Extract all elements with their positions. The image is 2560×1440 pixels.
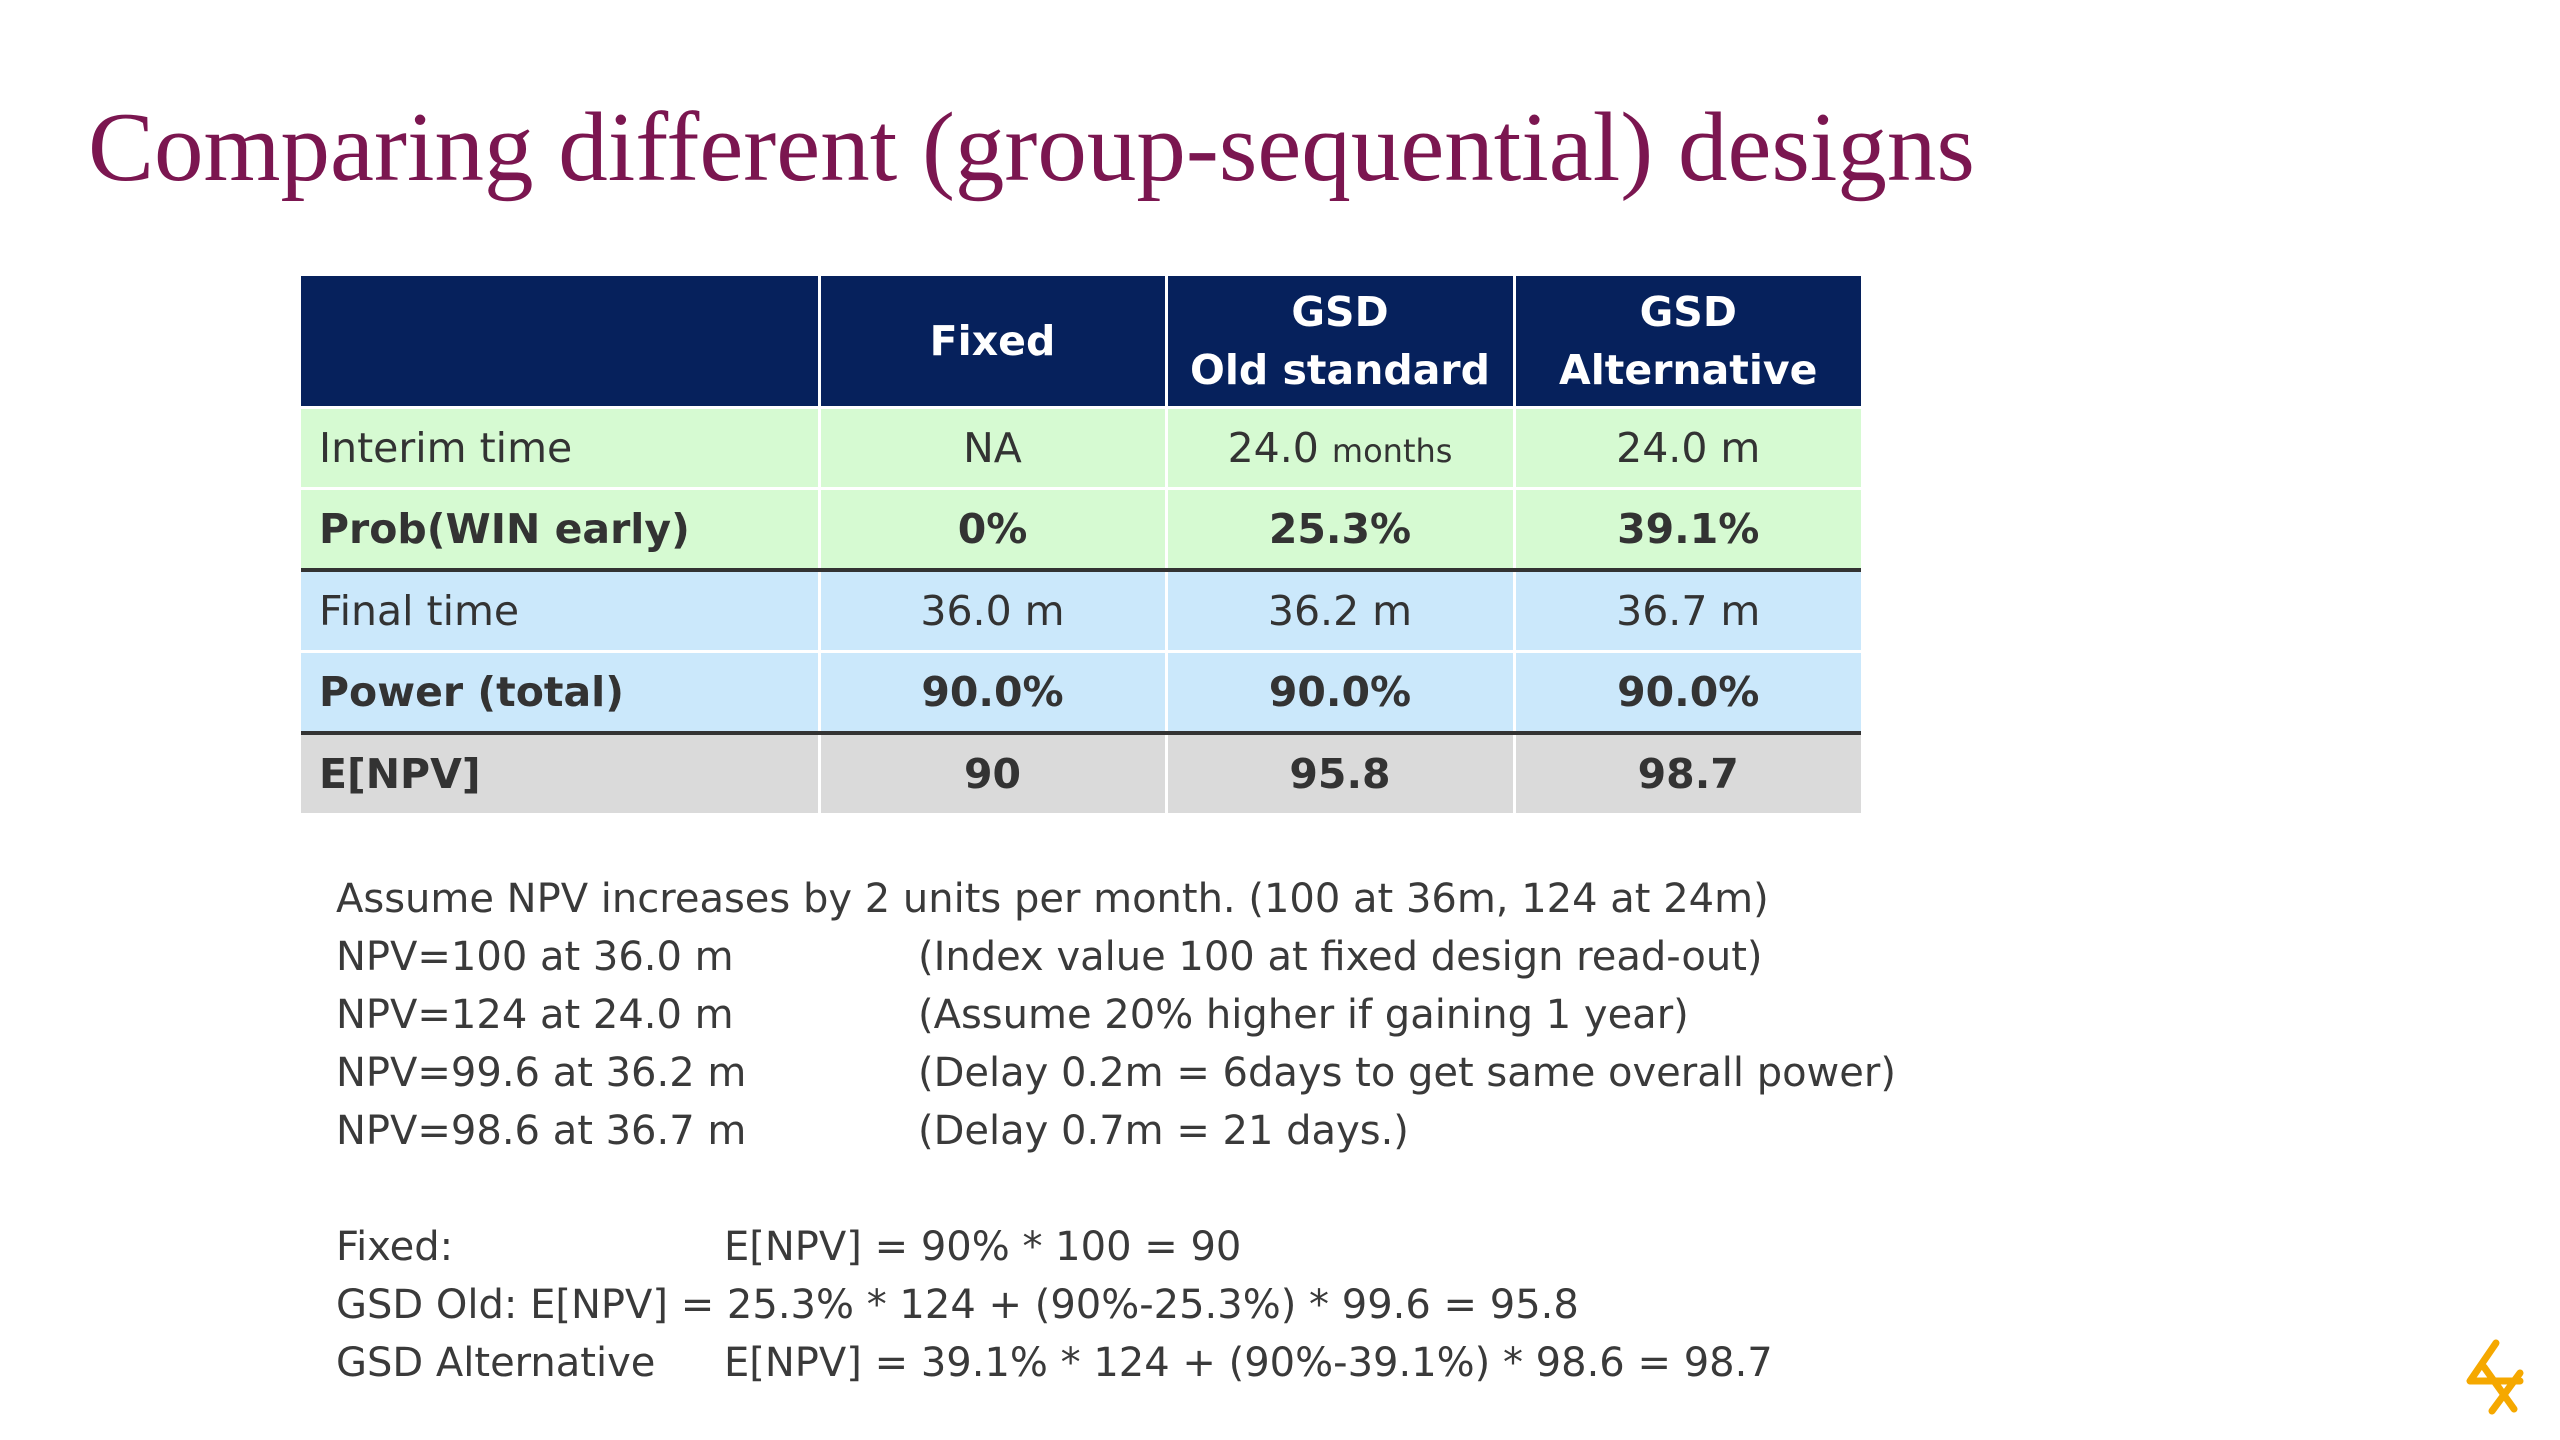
cell-fixed: 0% — [817, 487, 1166, 570]
npv-value: NPV=99.6 at 36.2 m — [336, 1050, 747, 1096]
header-gsd-alternative: GSD Alternative — [1512, 276, 1861, 408]
npv-value: NPV=98.6 at 36.7 m — [336, 1108, 747, 1154]
npv-comment: (Delay 0.2m = 6days to get same overall … — [918, 1050, 1896, 1096]
row-label: Final time — [301, 568, 819, 652]
table-row: Final time 36.0 m 36.2 m 36.7 m — [301, 568, 1861, 652]
cell-gsd-old: 36.2 m — [1164, 568, 1514, 652]
cell-fixed: 36.0 m — [817, 568, 1166, 652]
header-gsd-old: GSD Old standard — [1164, 276, 1514, 408]
cell-gsd-alternative: 90.0% — [1512, 650, 1861, 733]
cell-gsd-alternative: 98.7 — [1512, 731, 1861, 813]
cell-gsd-old: 90.0% — [1164, 650, 1514, 733]
row-label: E[NPV] — [301, 731, 819, 813]
cell-gsd-alternative: 39.1% — [1512, 487, 1861, 570]
cell-fixed: 90 — [817, 731, 1166, 813]
table-row: Prob(WIN early) 0% 25.3% 39.1% — [301, 487, 1861, 570]
row-label: Interim time — [301, 406, 819, 489]
cell-fixed: 90.0% — [817, 650, 1166, 733]
row-label: Prob(WIN early) — [301, 487, 819, 570]
table-header-row: Fixed GSD Old standard GSD Alternative — [301, 276, 1861, 408]
npv-comment: (Index value 100 at fixed design read-ou… — [918, 934, 1763, 980]
header-empty — [301, 276, 819, 408]
astrazeneca-logo-icon — [2466, 1339, 2524, 1415]
npv-value: NPV=100 at 36.0 m — [336, 934, 734, 980]
cell-gsd-old: 25.3% — [1164, 487, 1514, 570]
npv-comment: (Assume 20% higher if gaining 1 year) — [918, 992, 1689, 1038]
design-comparison-table: Fixed GSD Old standard GSD Alternative I… — [301, 276, 1861, 813]
cell-fixed: NA — [817, 406, 1166, 489]
npv-comment: (Delay 0.7m = 21 days.) — [918, 1108, 1409, 1154]
row-label: Power (total) — [301, 650, 819, 733]
cell-gsd-alternative: 36.7 m — [1512, 568, 1861, 652]
header-fixed: Fixed — [817, 276, 1166, 408]
slide-title: Comparing different (group-sequential) d… — [88, 93, 1975, 202]
cell-gsd-old: 24.0 months — [1164, 406, 1514, 489]
cell-gsd-alternative: 24.0 m — [1512, 406, 1861, 489]
cell-gsd-old: 95.8 — [1164, 731, 1514, 813]
npv-value: NPV=124 at 24.0 m — [336, 992, 734, 1038]
table-row: Interim time NA 24.0 months 24.0 m — [301, 406, 1861, 489]
table-row: Power (total) 90.0% 90.0% 90.0% — [301, 650, 1861, 733]
table-row: E[NPV] 90 95.8 98.7 — [301, 731, 1861, 813]
